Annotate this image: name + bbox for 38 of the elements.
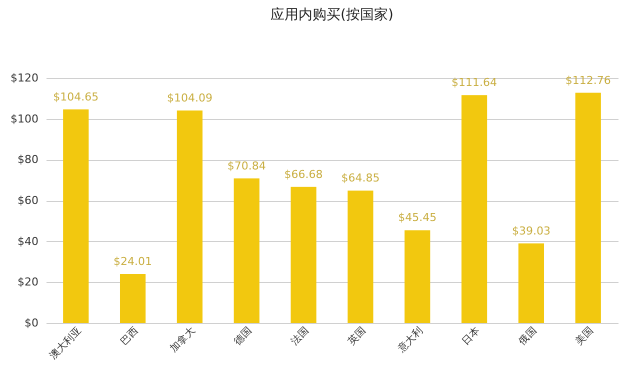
bar: [404, 230, 430, 323]
x-tick-label: 美国: [573, 324, 596, 348]
x-tick-label: 意大利: [394, 324, 426, 356]
x-tick-label: 日本: [459, 324, 482, 348]
data-label: $70.84: [227, 159, 266, 172]
bar: [234, 178, 260, 323]
y-tick-label: $40: [18, 234, 38, 248]
bar: [575, 92, 601, 323]
x-tick-label: 俄国: [516, 324, 539, 348]
bar: [461, 95, 488, 323]
data-label: $39.03: [512, 224, 550, 238]
data-label: $24.01: [114, 254, 152, 268]
y-tick-label: $60: [18, 194, 38, 207]
bar: [348, 190, 374, 323]
bar: [63, 109, 89, 323]
y-tick-label: $80: [18, 153, 38, 166]
data-label: $104.09: [166, 91, 212, 104]
data-label: $66.68: [284, 168, 323, 181]
x-tick-label: 澳大利亚: [46, 324, 84, 362]
x-tick-label: 英国: [346, 324, 368, 348]
bar: [518, 243, 544, 323]
x-tick-label: 法国: [288, 324, 312, 348]
data-label: $64.85: [341, 172, 380, 185]
y-tick-label: $0: [24, 316, 38, 330]
data-label: $104.65: [53, 90, 99, 104]
bar: [176, 110, 203, 323]
y-tick-label: $100: [10, 112, 38, 126]
y-tick-label: $20: [18, 276, 38, 289]
chart-title: 应用内购买(按国家): [270, 7, 394, 23]
x-tick-label: 巴西: [118, 326, 141, 348]
x-tick-label: 德国: [232, 326, 254, 348]
y-tick-label: $120: [10, 72, 38, 84]
bar: [120, 274, 146, 323]
bar: [290, 186, 316, 323]
data-label: $112.76: [565, 74, 611, 87]
data-label: $45.45: [398, 211, 437, 224]
x-tick-label: 加拿大: [168, 324, 198, 354]
data-label: $111.64: [452, 76, 498, 90]
